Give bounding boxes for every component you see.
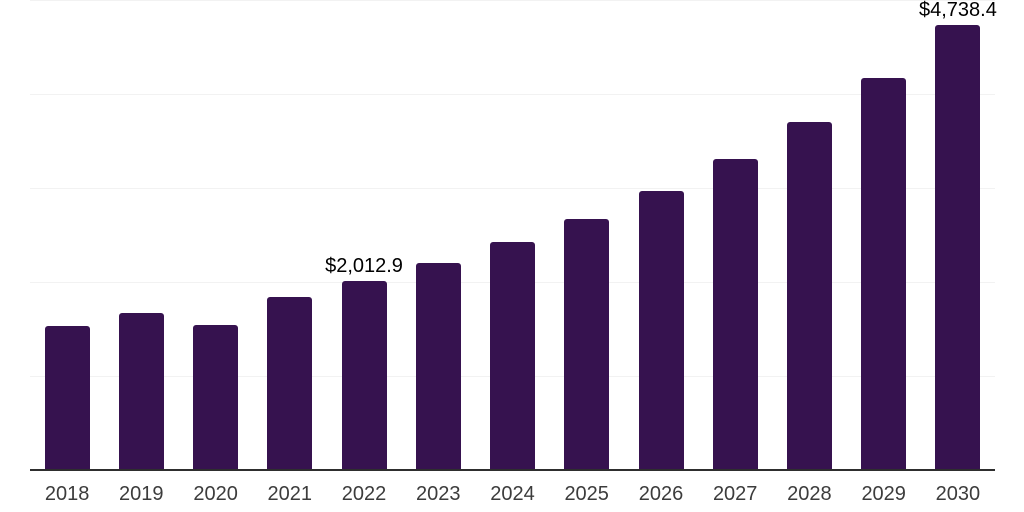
- bar-2022: [341, 281, 387, 470]
- bar-2021: [267, 297, 313, 470]
- bar-2027: [712, 158, 758, 470]
- bar-2028: [786, 121, 832, 470]
- gridline: [30, 187, 995, 189]
- x-tick-label-2021: 2021: [267, 483, 313, 505]
- x-tick-label-2027: 2027: [712, 483, 758, 505]
- bar-2019: [118, 313, 164, 470]
- x-tick-label-2026: 2026: [638, 483, 684, 505]
- x-tick-label-2020: 2020: [193, 483, 238, 505]
- x-tick-label-2030: 2030: [935, 483, 981, 505]
- x-tick-label-2024: 2024: [490, 483, 535, 505]
- bar-2025: [564, 218, 610, 470]
- bar-2023: [415, 263, 461, 470]
- gridline: [30, 93, 995, 95]
- bar-2029: [861, 78, 907, 470]
- data-label-2022: $2,012.9: [325, 255, 403, 277]
- x-tick-label-2019: 2019: [119, 483, 164, 505]
- gridline: [30, 0, 995, 1]
- x-tick-label-2025: 2025: [564, 483, 609, 505]
- x-axis-line: [30, 469, 995, 471]
- bar-2018: [44, 325, 90, 470]
- x-tick-label-2028: 2028: [787, 483, 832, 505]
- x-tick-label-2023: 2023: [416, 483, 461, 505]
- x-tick-label-2018: 2018: [44, 483, 90, 505]
- data-label-2030: $4,738.4: [918, 0, 997, 22]
- x-tick-label-2029: 2029: [861, 483, 906, 505]
- bar-2024: [490, 241, 535, 470]
- bar-2030: [935, 25, 981, 470]
- bar-2020: [193, 324, 239, 470]
- x-tick-label-2022: 2022: [341, 483, 387, 505]
- bar-2026: [638, 191, 684, 470]
